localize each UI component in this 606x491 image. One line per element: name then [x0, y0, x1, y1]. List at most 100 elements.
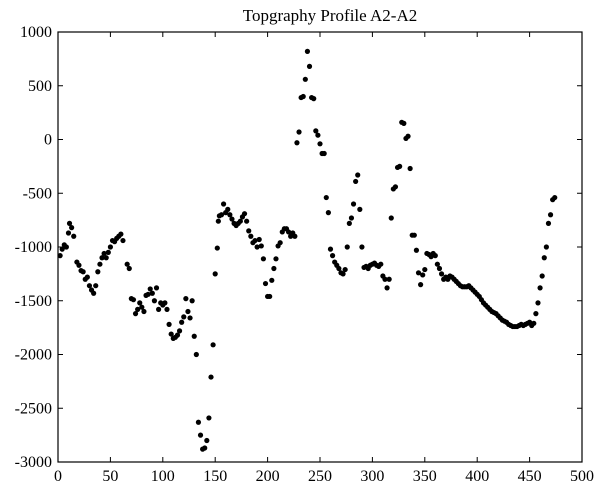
data-point [162, 300, 168, 306]
data-point [204, 437, 210, 444]
data-point [285, 229, 292, 235]
data-point [277, 240, 283, 246]
data-point [71, 233, 77, 239]
data-point [57, 253, 63, 259]
data-point [248, 233, 254, 239]
data-point [91, 290, 97, 296]
data-point [415, 270, 422, 276]
x-tick-label: 500 [570, 468, 594, 485]
data-point [420, 272, 426, 278]
data-points [57, 48, 558, 452]
data-point [378, 261, 384, 267]
data-point [103, 255, 109, 261]
chart-title: Topgraphy Profile A2-A2 [243, 6, 417, 25]
x-tick-label: 200 [256, 468, 280, 485]
data-point [355, 172, 361, 178]
y-tick-label: 1000 [20, 24, 52, 41]
data-point [413, 247, 420, 253]
data-point [210, 342, 216, 348]
data-point [105, 249, 111, 255]
data-point [118, 231, 124, 237]
data-point [63, 244, 69, 250]
data-point [302, 76, 308, 82]
data-point [273, 256, 279, 262]
y-tick-label: -1500 [15, 293, 52, 310]
data-point [59, 246, 65, 252]
x-tick-label: 300 [360, 468, 384, 485]
data-point [195, 419, 202, 425]
data-point [80, 269, 86, 275]
x-tick-label: 350 [413, 468, 437, 485]
data-point [327, 246, 334, 252]
data-point [191, 333, 197, 339]
data-point [206, 415, 212, 421]
data-point [218, 212, 225, 218]
x-tick-label: 400 [465, 468, 489, 485]
x-tick-label: 100 [151, 468, 175, 485]
data-point [225, 206, 231, 212]
data-point [246, 228, 252, 234]
data-point [438, 271, 445, 277]
y-axis: 1000 500 0 -500 -1000 -1500 -2000 -2500 -3000 [15, 24, 582, 471]
data-point [156, 306, 162, 312]
data-point [252, 237, 258, 244]
data-point [434, 261, 440, 267]
y-tick-label: -1000 [15, 239, 52, 256]
y-tick-label: -2500 [15, 400, 52, 417]
y-tick-label: 500 [28, 78, 52, 95]
data-point [321, 150, 327, 157]
data-point [401, 120, 407, 126]
data-point [241, 211, 248, 217]
x-tick-label: 150 [203, 468, 227, 485]
data-point [166, 321, 172, 327]
data-point [258, 243, 264, 249]
data-point [244, 218, 250, 224]
data-point [545, 220, 552, 226]
data-point [267, 293, 273, 300]
data-point [260, 256, 267, 262]
data-point [185, 308, 191, 315]
data-point [69, 225, 75, 231]
data-point [183, 296, 189, 302]
x-tick-label: 50 [102, 468, 118, 485]
data-point [340, 271, 346, 277]
data-point [86, 283, 93, 289]
data-point [153, 285, 160, 291]
data-point [304, 48, 311, 54]
data-point [151, 298, 158, 304]
x-tick-label: 0 [54, 468, 62, 485]
data-point [202, 445, 208, 451]
data-point [174, 332, 181, 338]
plot-area [57, 31, 583, 463]
y-tick-label: -3000 [15, 454, 52, 471]
data-point [432, 253, 438, 259]
x-tick-label: 250 [308, 468, 332, 485]
data-point [342, 266, 348, 273]
data-point [212, 271, 218, 277]
data-point [357, 206, 363, 212]
data-point [344, 244, 350, 250]
data-point [197, 432, 204, 438]
data-point [237, 218, 243, 224]
data-point [179, 319, 185, 325]
data-point [95, 269, 101, 275]
data-point [135, 306, 141, 312]
data-point [269, 277, 275, 283]
data-point [386, 276, 392, 282]
data-point [323, 194, 329, 201]
data-point [107, 244, 113, 250]
data-point [353, 178, 359, 185]
data-point [411, 232, 417, 238]
data-point [306, 63, 313, 69]
data-point [311, 96, 317, 102]
data-point [65, 230, 72, 236]
data-point [325, 210, 331, 216]
data-point [124, 261, 130, 267]
data-point [336, 265, 342, 272]
data-point [405, 133, 411, 139]
data-point [132, 311, 139, 317]
data-point [215, 218, 221, 224]
data-point [126, 265, 132, 272]
data-point [292, 233, 298, 239]
data-point [220, 201, 227, 207]
